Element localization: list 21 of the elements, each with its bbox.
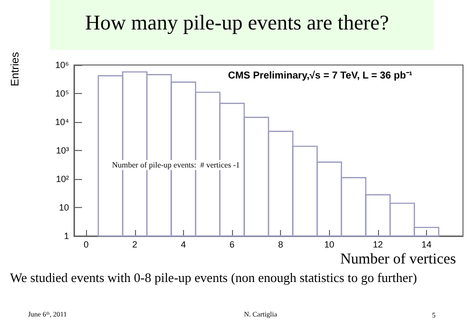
x-tick-label: 10 (324, 240, 334, 250)
x-tick-label: 0 (84, 240, 89, 250)
x-tick-label: 8 (278, 240, 284, 250)
y-tick-label: 10 (58, 202, 69, 212)
y-tick-label: 1 (64, 231, 69, 241)
y-tick-label: 10⁶ (55, 60, 70, 70)
x-tick-label: 2 (132, 240, 138, 250)
y-tick-label: 10⁴ (55, 117, 70, 127)
y-tick-label: 10⁵ (55, 88, 70, 98)
x-tick-label: 14 (422, 240, 432, 250)
annotation: CMS Preliminary,√s = 7 TeV, L = 36 pb⁻¹ (228, 70, 413, 82)
annotation: Number of pile-up events: # vertices -1 (112, 160, 240, 170)
x-tick-label: 12 (372, 240, 383, 250)
chart-title: How many pile-up events are there? (85, 10, 389, 34)
x-tick-label: 4 (180, 240, 186, 250)
y-tick-label: 10² (56, 174, 69, 184)
x-axis-title: Number of vertices (340, 252, 456, 268)
y-tick-label: 10³ (56, 146, 69, 156)
x-tick-label: 6 (230, 240, 235, 250)
text: We studied events with 0-8 pile-up events (non enough statistics to go further) (10, 270, 417, 285)
y-axis-title: Entries (10, 52, 22, 86)
